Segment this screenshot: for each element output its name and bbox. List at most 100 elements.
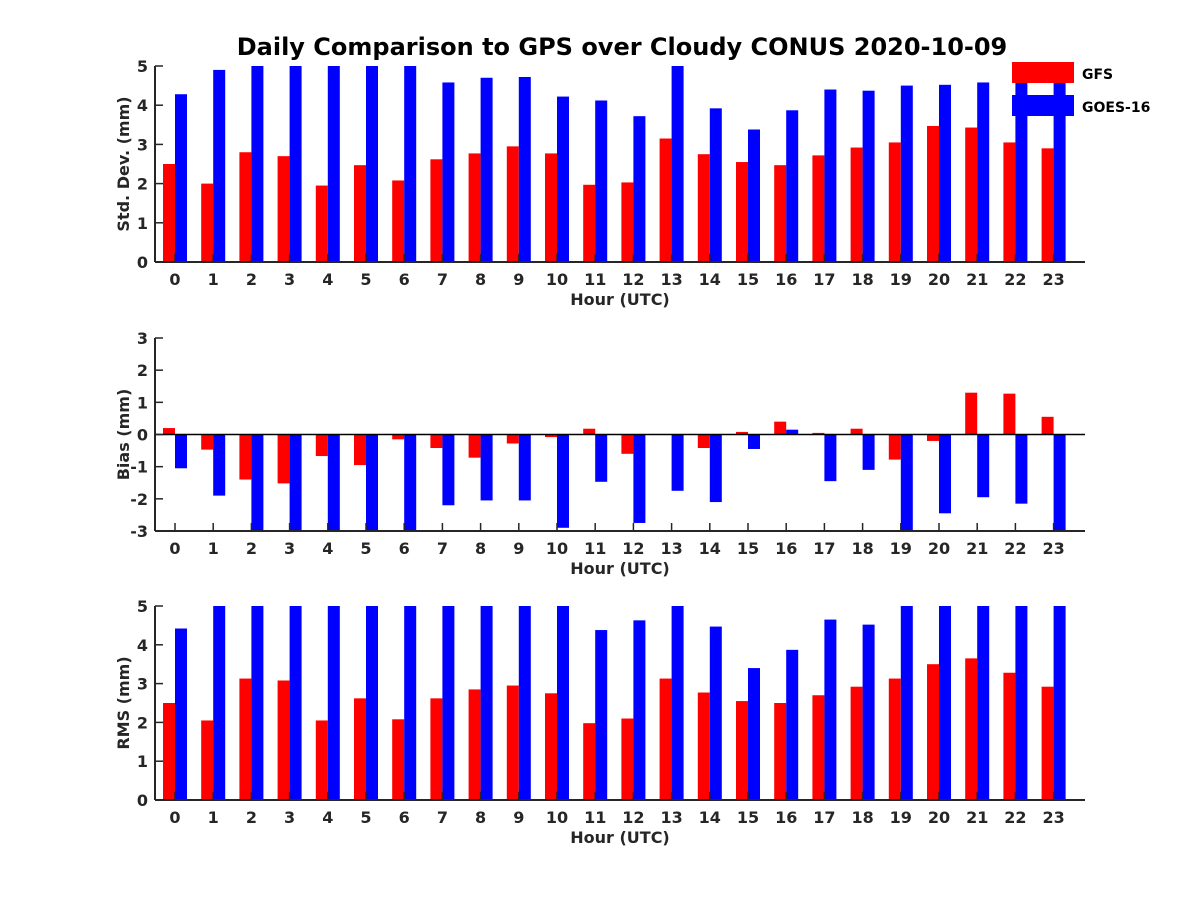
- x-tick-label: 22: [1004, 270, 1026, 289]
- bar-goes16-hour-21: [977, 434, 990, 498]
- bar-gfs-hour-2: [239, 152, 252, 262]
- x-tick-label: 7: [437, 270, 448, 289]
- bar-gfs-hour-15: [736, 431, 748, 435]
- x-tick-label: 8: [475, 808, 486, 827]
- x-tick-label: 16: [775, 539, 797, 558]
- bar-goes16-hour-20: [939, 434, 951, 514]
- x-tick-label: 3: [284, 270, 295, 289]
- x-tick-label: 18: [851, 808, 873, 827]
- y-tick-label: -1: [130, 458, 148, 477]
- x-tick-label: 12: [622, 539, 644, 558]
- bar-gfs-hour-23: [1041, 416, 1054, 435]
- y-tick-label: 0: [137, 253, 148, 272]
- bar-goes16-hour-4: [327, 66, 340, 262]
- bar-gfs-hour-15: [736, 701, 748, 800]
- bar-gfs-hour-4: [315, 720, 328, 800]
- bar-gfs-hour-10: [545, 693, 557, 800]
- bar-goes16-hour-15: [748, 129, 760, 262]
- bar-goes16-hour-14: [709, 434, 722, 503]
- y-tick-label: 2: [137, 713, 148, 732]
- bar-gfs-hour-1: [201, 434, 214, 450]
- bar-gfs-hour-0: [163, 703, 175, 800]
- bar-gfs-hour-13: [659, 138, 672, 262]
- bar-goes16-hour-12: [633, 434, 646, 523]
- bar-gfs-hour-22: [1003, 393, 1016, 435]
- bar-goes16-hour-18: [862, 90, 875, 262]
- x-tick-label: 7: [437, 808, 448, 827]
- bar-gfs-hour-6: [392, 719, 405, 800]
- y-tick-label: 3: [137, 329, 148, 348]
- bar-gfs-hour-5: [354, 698, 366, 800]
- bar-goes16-hour-11: [595, 100, 608, 262]
- bar-goes16-hour-13: [671, 66, 684, 262]
- x-tick-label: 12: [622, 808, 644, 827]
- x-tick-label: 4: [322, 808, 333, 827]
- bar-gfs-hour-4: [315, 185, 328, 262]
- legend-label-goes16: GOES-16: [1082, 100, 1150, 116]
- bar-goes16-hour-21: [977, 606, 990, 800]
- x-tick-label: 23: [1042, 539, 1064, 558]
- bar-gfs-hour-3: [277, 434, 290, 484]
- x-tick-label: 5: [360, 270, 371, 289]
- bar-gfs-hour-8: [468, 153, 481, 262]
- bar-gfs-hour-0: [163, 164, 175, 262]
- bar-goes16-hour-8: [480, 434, 493, 501]
- bar-goes16-hour-0: [175, 628, 187, 800]
- bar-goes16-hour-7: [442, 606, 455, 800]
- bar-gfs-hour-1: [201, 183, 214, 262]
- legend-swatch-goes16: [1012, 95, 1074, 116]
- bar-goes16-hour-14: [709, 108, 722, 262]
- bar-gfs-hour-21: [965, 127, 978, 262]
- x-tick-label: 2: [246, 808, 257, 827]
- bar-gfs-hour-12: [621, 434, 634, 454]
- x-tick-label: 19: [890, 808, 912, 827]
- x-tick-label: 17: [813, 808, 835, 827]
- bar-goes16-hour-6: [404, 606, 417, 800]
- x-tick-label: 9: [513, 808, 524, 827]
- y-tick-label: 1: [137, 214, 148, 233]
- bar-gfs-hour-13: [659, 678, 672, 800]
- x-tick-label: 8: [475, 270, 486, 289]
- x-tick-label: 17: [813, 539, 835, 558]
- bar-gfs-hour-14: [697, 434, 710, 449]
- bar-goes16-hour-9: [518, 434, 531, 501]
- x-tick-label: 22: [1004, 539, 1026, 558]
- bar-gfs-hour-23: [1041, 148, 1054, 262]
- x-tick-label: 20: [928, 539, 950, 558]
- bar-gfs-hour-22: [1003, 672, 1016, 800]
- bar-goes16-hour-12: [633, 620, 646, 800]
- x-tick-label: 23: [1042, 808, 1064, 827]
- bar-goes16-hour-18: [862, 434, 875, 470]
- bar-goes16-hour-5: [366, 606, 378, 800]
- x-tick-label: 15: [737, 539, 759, 558]
- bar-gfs-hour-20: [927, 434, 939, 441]
- x-tick-label: 2: [246, 539, 257, 558]
- bar-gfs-hour-16: [774, 165, 787, 262]
- bar-gfs-hour-12: [621, 182, 634, 262]
- bar-goes16-hour-16: [786, 429, 799, 435]
- bar-gfs-hour-2: [239, 678, 252, 800]
- y-tick-label: -3: [130, 522, 148, 541]
- x-tick-label: 11: [584, 808, 606, 827]
- bar-gfs-hour-18: [850, 428, 863, 435]
- bar-gfs-hour-21: [965, 392, 978, 435]
- bar-gfs-hour-17: [812, 432, 825, 435]
- bar-gfs-hour-7: [430, 159, 443, 262]
- bar-gfs-hour-9: [506, 434, 519, 444]
- x-tick-label: 5: [360, 539, 371, 558]
- x-tick-label: 13: [660, 808, 682, 827]
- bar-goes16-hour-22: [1015, 606, 1028, 800]
- y-tick-label: 1: [137, 752, 148, 771]
- bar-gfs-hour-17: [812, 695, 825, 800]
- x-tick-label: 19: [890, 270, 912, 289]
- bar-goes16-hour-11: [595, 434, 608, 482]
- x-tick-label: 1: [208, 270, 219, 289]
- bar-goes16-hour-13: [671, 434, 684, 491]
- bar-gfs-hour-8: [468, 689, 481, 800]
- bar-gfs-hour-20: [927, 125, 939, 262]
- bar-gfs-hour-20: [927, 664, 939, 800]
- bar-goes16-hour-3: [289, 434, 302, 531]
- x-tick-label: 6: [399, 270, 410, 289]
